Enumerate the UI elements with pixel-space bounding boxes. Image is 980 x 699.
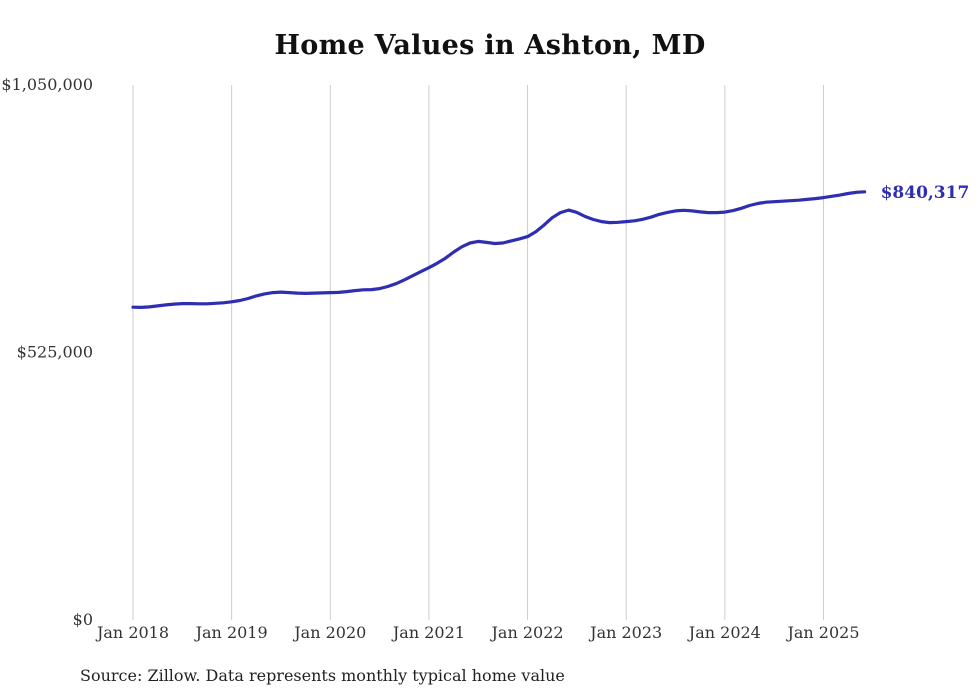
y-tick-label: $1,050,000 — [1, 75, 93, 94]
x-tick-label: Jan 2024 — [687, 623, 761, 642]
x-tick-label: Jan 2023 — [588, 623, 662, 642]
chart-title: Home Values in Ashton, MD — [274, 30, 706, 61]
home-value-line — [131, 190, 867, 309]
x-tick-label: Jan 2020 — [292, 623, 366, 642]
x-tick-label: Jan 2019 — [194, 623, 268, 642]
y-tick-label: $525,000 — [17, 343, 93, 362]
x-tick-label: Jan 2021 — [391, 623, 465, 642]
latest-value-label: $840,317 — [881, 183, 970, 203]
x-tick-label: Jan 2022 — [490, 623, 564, 642]
source-note: Source: Zillow. Data represents monthly … — [80, 666, 565, 685]
x-tick-label: Jan 2025 — [785, 623, 859, 642]
y-tick-label: $0 — [73, 610, 93, 629]
x-tick-label: Jan 2018 — [95, 623, 169, 642]
